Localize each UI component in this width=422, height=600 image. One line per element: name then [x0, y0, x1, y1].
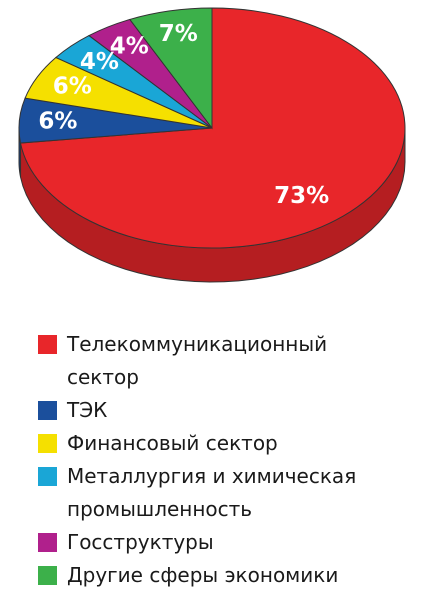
legend-label: Финансовый сектор: [67, 431, 278, 455]
legend-label: ТЭК: [67, 398, 108, 422]
slice: [19, 7, 406, 249]
legend-item: Госструктуры: [38, 526, 388, 559]
legend-swatch: [38, 533, 57, 552]
slice-label: 6%: [53, 74, 92, 100]
slice-label: 4%: [110, 33, 149, 59]
legend-label: Телекоммуникационный сектор: [67, 332, 328, 389]
legend-item: Другие сферы экономики: [38, 559, 388, 592]
legend-label: Металлургия и химическая промышленность: [67, 464, 357, 521]
legend-item: ТЭК: [38, 394, 388, 427]
slice-label: 73%: [274, 183, 329, 209]
pie-chart: 73%6%6%4%4% 7%: [18, 7, 406, 283]
legend-item: Металлургия и химическая промышленность: [38, 460, 388, 526]
legend-label: Другие сферы экономики: [67, 563, 339, 587]
slice-label: 6%: [38, 108, 77, 134]
legend-swatch: [38, 401, 57, 420]
legend-swatch: [38, 434, 57, 453]
slice: [128, 7, 213, 130]
slice-label: 4%: [80, 49, 119, 75]
legend-swatch: [38, 467, 57, 486]
legend-swatch: [38, 566, 57, 585]
legend-swatch: [38, 335, 57, 354]
legend-item: Телекоммуникационный сектор: [38, 328, 388, 394]
legend-label: Госструктуры: [67, 530, 214, 554]
legend-item: Финансовый сектор: [38, 427, 388, 460]
slice-label: 7%: [159, 21, 198, 47]
legend: Телекоммуникационный сектор ТЭК Финансовый…: [38, 328, 388, 592]
